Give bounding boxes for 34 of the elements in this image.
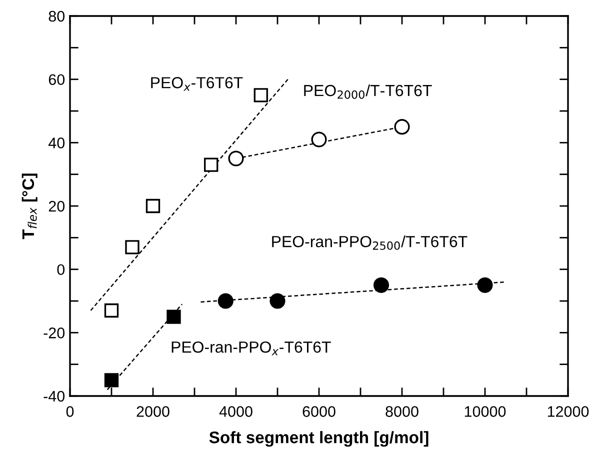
text: PEO$_{2000}$/T-T6T6T bbox=[304, 84, 432, 99]
point bbox=[228, 150, 244, 166]
series-label: PEO$_{x}$-T6T6T bbox=[151, 77, 243, 91]
x-tick-label: 10000 bbox=[464, 406, 506, 417]
point bbox=[104, 303, 119, 318]
y-tick-label: -20 bbox=[44, 328, 65, 338]
x-tick-label: 8000 bbox=[386, 406, 418, 417]
x-axis-title: Soft segment length [g/mol] bbox=[209, 431, 428, 447]
point bbox=[125, 240, 140, 254]
y-tick-label: 60 bbox=[48, 74, 65, 86]
point bbox=[218, 293, 234, 309]
point bbox=[394, 119, 410, 135]
y-tick-label: 20 bbox=[48, 200, 65, 212]
x-tick-label: 12000 bbox=[548, 406, 589, 417]
point bbox=[311, 132, 327, 148]
point bbox=[146, 198, 160, 214]
y-tick-label: 40 bbox=[48, 138, 65, 148]
y-tick-label: 80 bbox=[48, 10, 65, 22]
y-tick-label: -40 bbox=[44, 390, 65, 402]
point bbox=[373, 277, 390, 293]
point bbox=[270, 293, 286, 309]
x-tick-label: 2000 bbox=[136, 406, 170, 417]
y-tick-label: 0 bbox=[57, 264, 65, 276]
point bbox=[254, 88, 268, 102]
point bbox=[104, 373, 119, 388]
point bbox=[166, 310, 181, 324]
x-tick-label: 0 bbox=[66, 406, 74, 417]
point bbox=[204, 158, 218, 172]
y-axis-title: T$_{flex}$ [°C] bbox=[22, 174, 38, 240]
x-tick-label: 4000 bbox=[219, 406, 252, 417]
series-label: PEO-ran-PPO$_{x}$-T6T6T bbox=[172, 341, 331, 356]
x-tick-label: 6000 bbox=[302, 406, 336, 417]
point bbox=[477, 277, 493, 293]
text: PEO-ran-PPO$_{2500}$/T-T6T6T bbox=[272, 236, 468, 250]
